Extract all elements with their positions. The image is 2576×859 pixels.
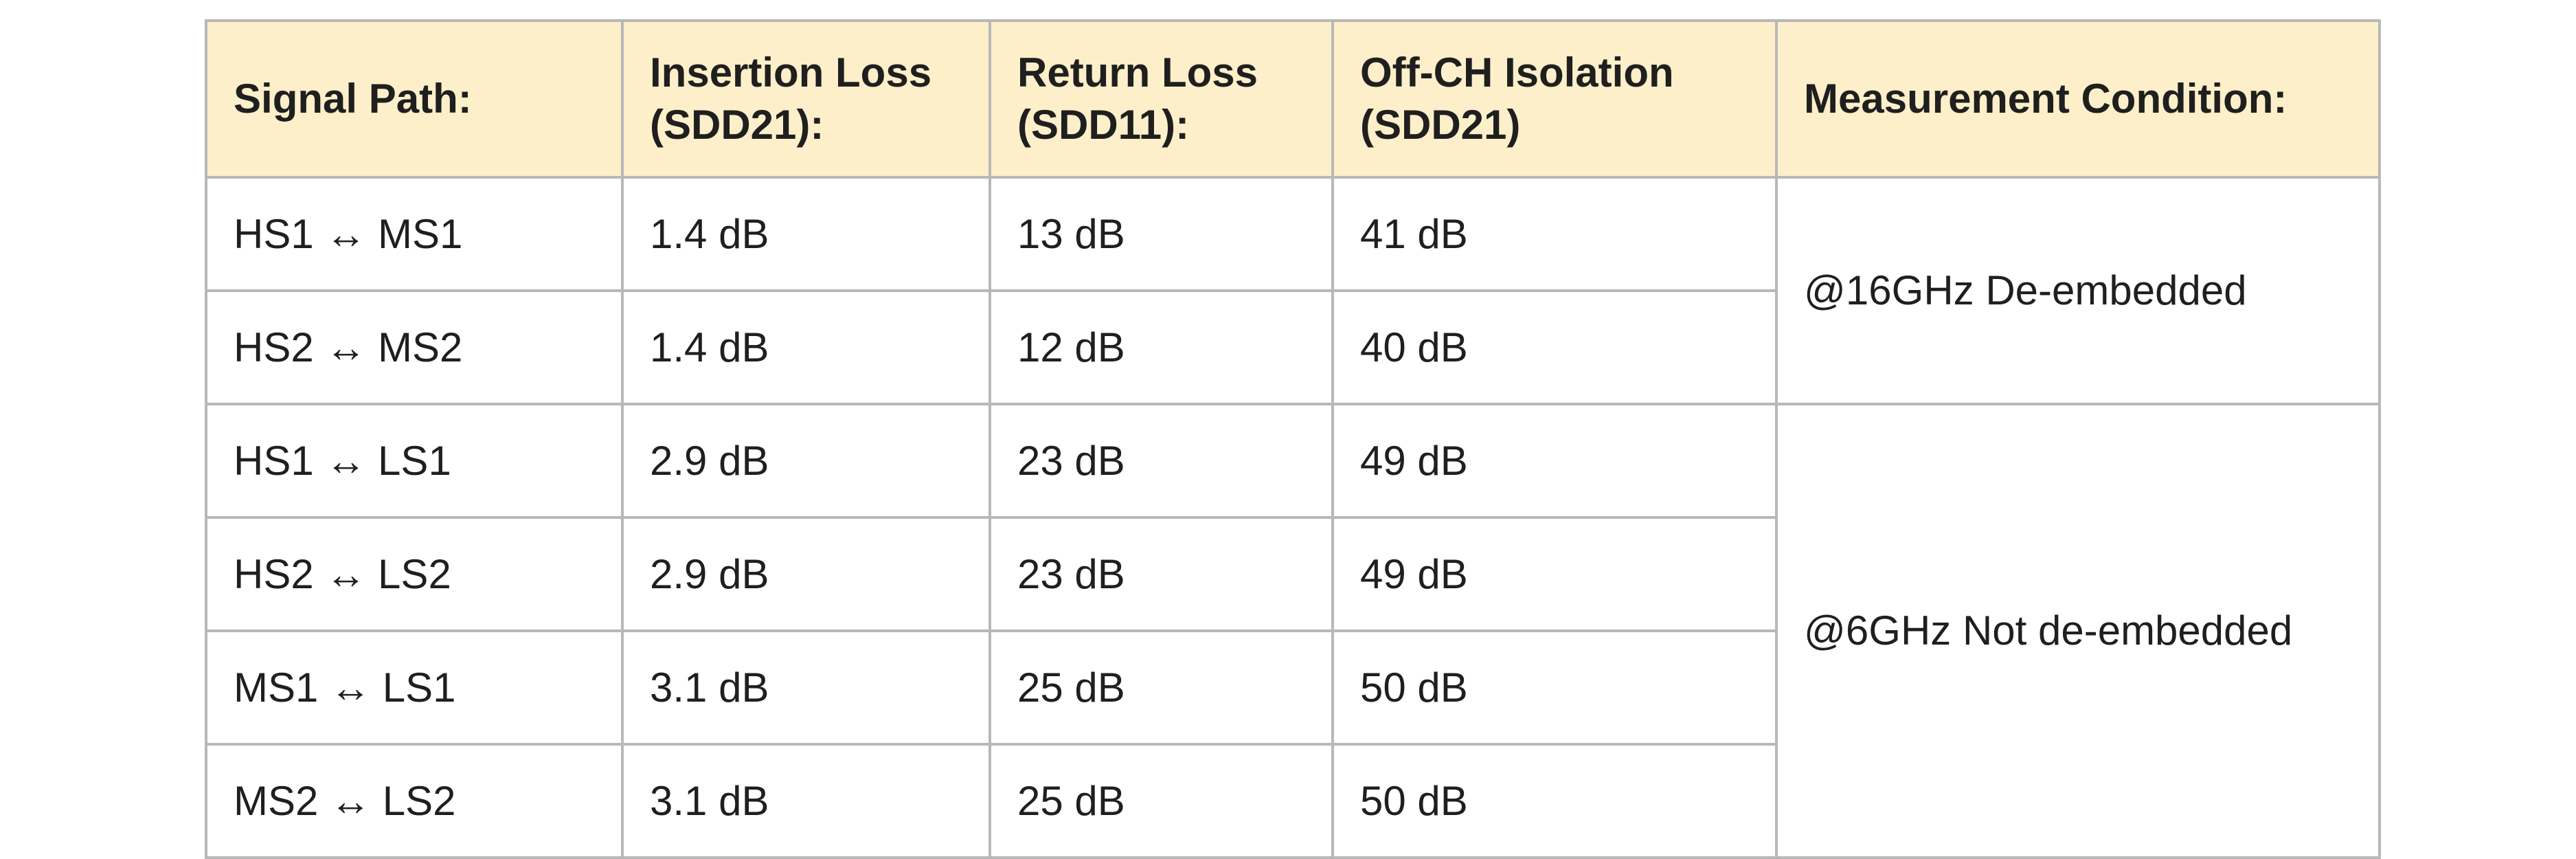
- cell-signal-path: HS1 ↔ LS1: [205, 403, 624, 519]
- header-measurement-condition: Measurement Condition:: [1775, 19, 2381, 179]
- cell-insertion-loss: 1.4 dB: [621, 176, 991, 292]
- cell-isolation: 50 dB: [1331, 629, 1778, 746]
- cell-return-loss: 12 dB: [988, 289, 1334, 405]
- table-row: HS1 ↔ MS1 1.4 dB 13 dB 41 dB @16GHz De-e…: [205, 176, 2381, 405]
- header-return-loss: Return Loss (SDD11):: [988, 19, 1334, 179]
- cell-signal-path: HS2 ↔ MS2: [205, 289, 624, 405]
- header-isolation-line2: (SDD21): [1360, 102, 1521, 148]
- cell-signal-path: HS2 ↔ LS2: [205, 516, 624, 632]
- table-row: HS2 ↔ LS2 2.9 dB 23 dB 49 dB: [205, 516, 2380, 632]
- table-row: HS1 ↔ LS1 2.9 dB 23 dB 49 dB @6GHz Not d…: [205, 403, 2381, 859]
- cell-isolation: 49 dB: [1331, 516, 1778, 632]
- header-signal-path: Signal Path:: [205, 19, 624, 179]
- cell-insertion-loss: 3.1 dB: [621, 743, 991, 859]
- header-insertion-loss-line1: Insertion Loss: [650, 49, 932, 96]
- cell-return-loss: 23 dB: [988, 516, 1334, 632]
- cell-condition-16ghz: @16GHz De-embedded: [1775, 176, 2381, 405]
- cell-insertion-loss: 2.9 dB: [621, 403, 991, 519]
- cell-return-loss: 23 dB: [988, 403, 1334, 519]
- table-row: MS1 ↔ LS1 3.1 dB 25 dB 50 dB: [205, 629, 2380, 746]
- measurement-table-container: Signal Path: Insertion Loss (SDD21): Ret…: [205, 19, 2381, 859]
- header-return-loss-line1: Return Loss: [1017, 49, 1258, 96]
- measurement-table: Signal Path: Insertion Loss (SDD21): Ret…: [205, 19, 2381, 859]
- header-return-loss-line2: (SDD11):: [1017, 102, 1190, 148]
- table-row: HS2 ↔ MS2 1.4 dB 12 dB 40 dB: [205, 289, 2380, 405]
- cell-isolation: 41 dB: [1331, 176, 1778, 292]
- cell-signal-path: MS1 ↔ LS1: [205, 629, 624, 746]
- header-insertion-loss-line2: (SDD21):: [650, 102, 824, 148]
- header-measurement-condition-label: Measurement Condition:: [1804, 76, 2287, 122]
- cell-insertion-loss: 3.1 dB: [621, 629, 991, 746]
- cell-isolation: 49 dB: [1331, 403, 1778, 519]
- cell-condition-6ghz: @6GHz Not de-embedded: [1775, 403, 2381, 859]
- cell-signal-path: HS1 ↔ MS1: [205, 176, 624, 292]
- cell-insertion-loss: 1.4 dB: [621, 289, 991, 405]
- cell-return-loss: 25 dB: [988, 629, 1334, 746]
- table-row: MS2 ↔ LS2 3.1 dB 25 dB 50 dB: [205, 743, 2380, 859]
- cell-insertion-loss: 2.9 dB: [621, 516, 991, 632]
- cell-signal-path: MS2 ↔ LS2: [205, 743, 624, 859]
- table-header-row: Signal Path: Insertion Loss (SDD21): Ret…: [205, 19, 2381, 179]
- header-insertion-loss: Insertion Loss (SDD21):: [621, 19, 991, 179]
- cell-return-loss: 13 dB: [988, 176, 1334, 292]
- header-isolation: Off-CH Isolation (SDD21): [1331, 19, 1778, 179]
- cell-return-loss: 25 dB: [988, 743, 1334, 859]
- cell-isolation: 40 dB: [1331, 289, 1778, 405]
- header-signal-path-label: Signal Path:: [234, 76, 472, 122]
- header-isolation-line1: Off-CH Isolation: [1360, 49, 1674, 96]
- cell-isolation: 50 dB: [1331, 743, 1778, 859]
